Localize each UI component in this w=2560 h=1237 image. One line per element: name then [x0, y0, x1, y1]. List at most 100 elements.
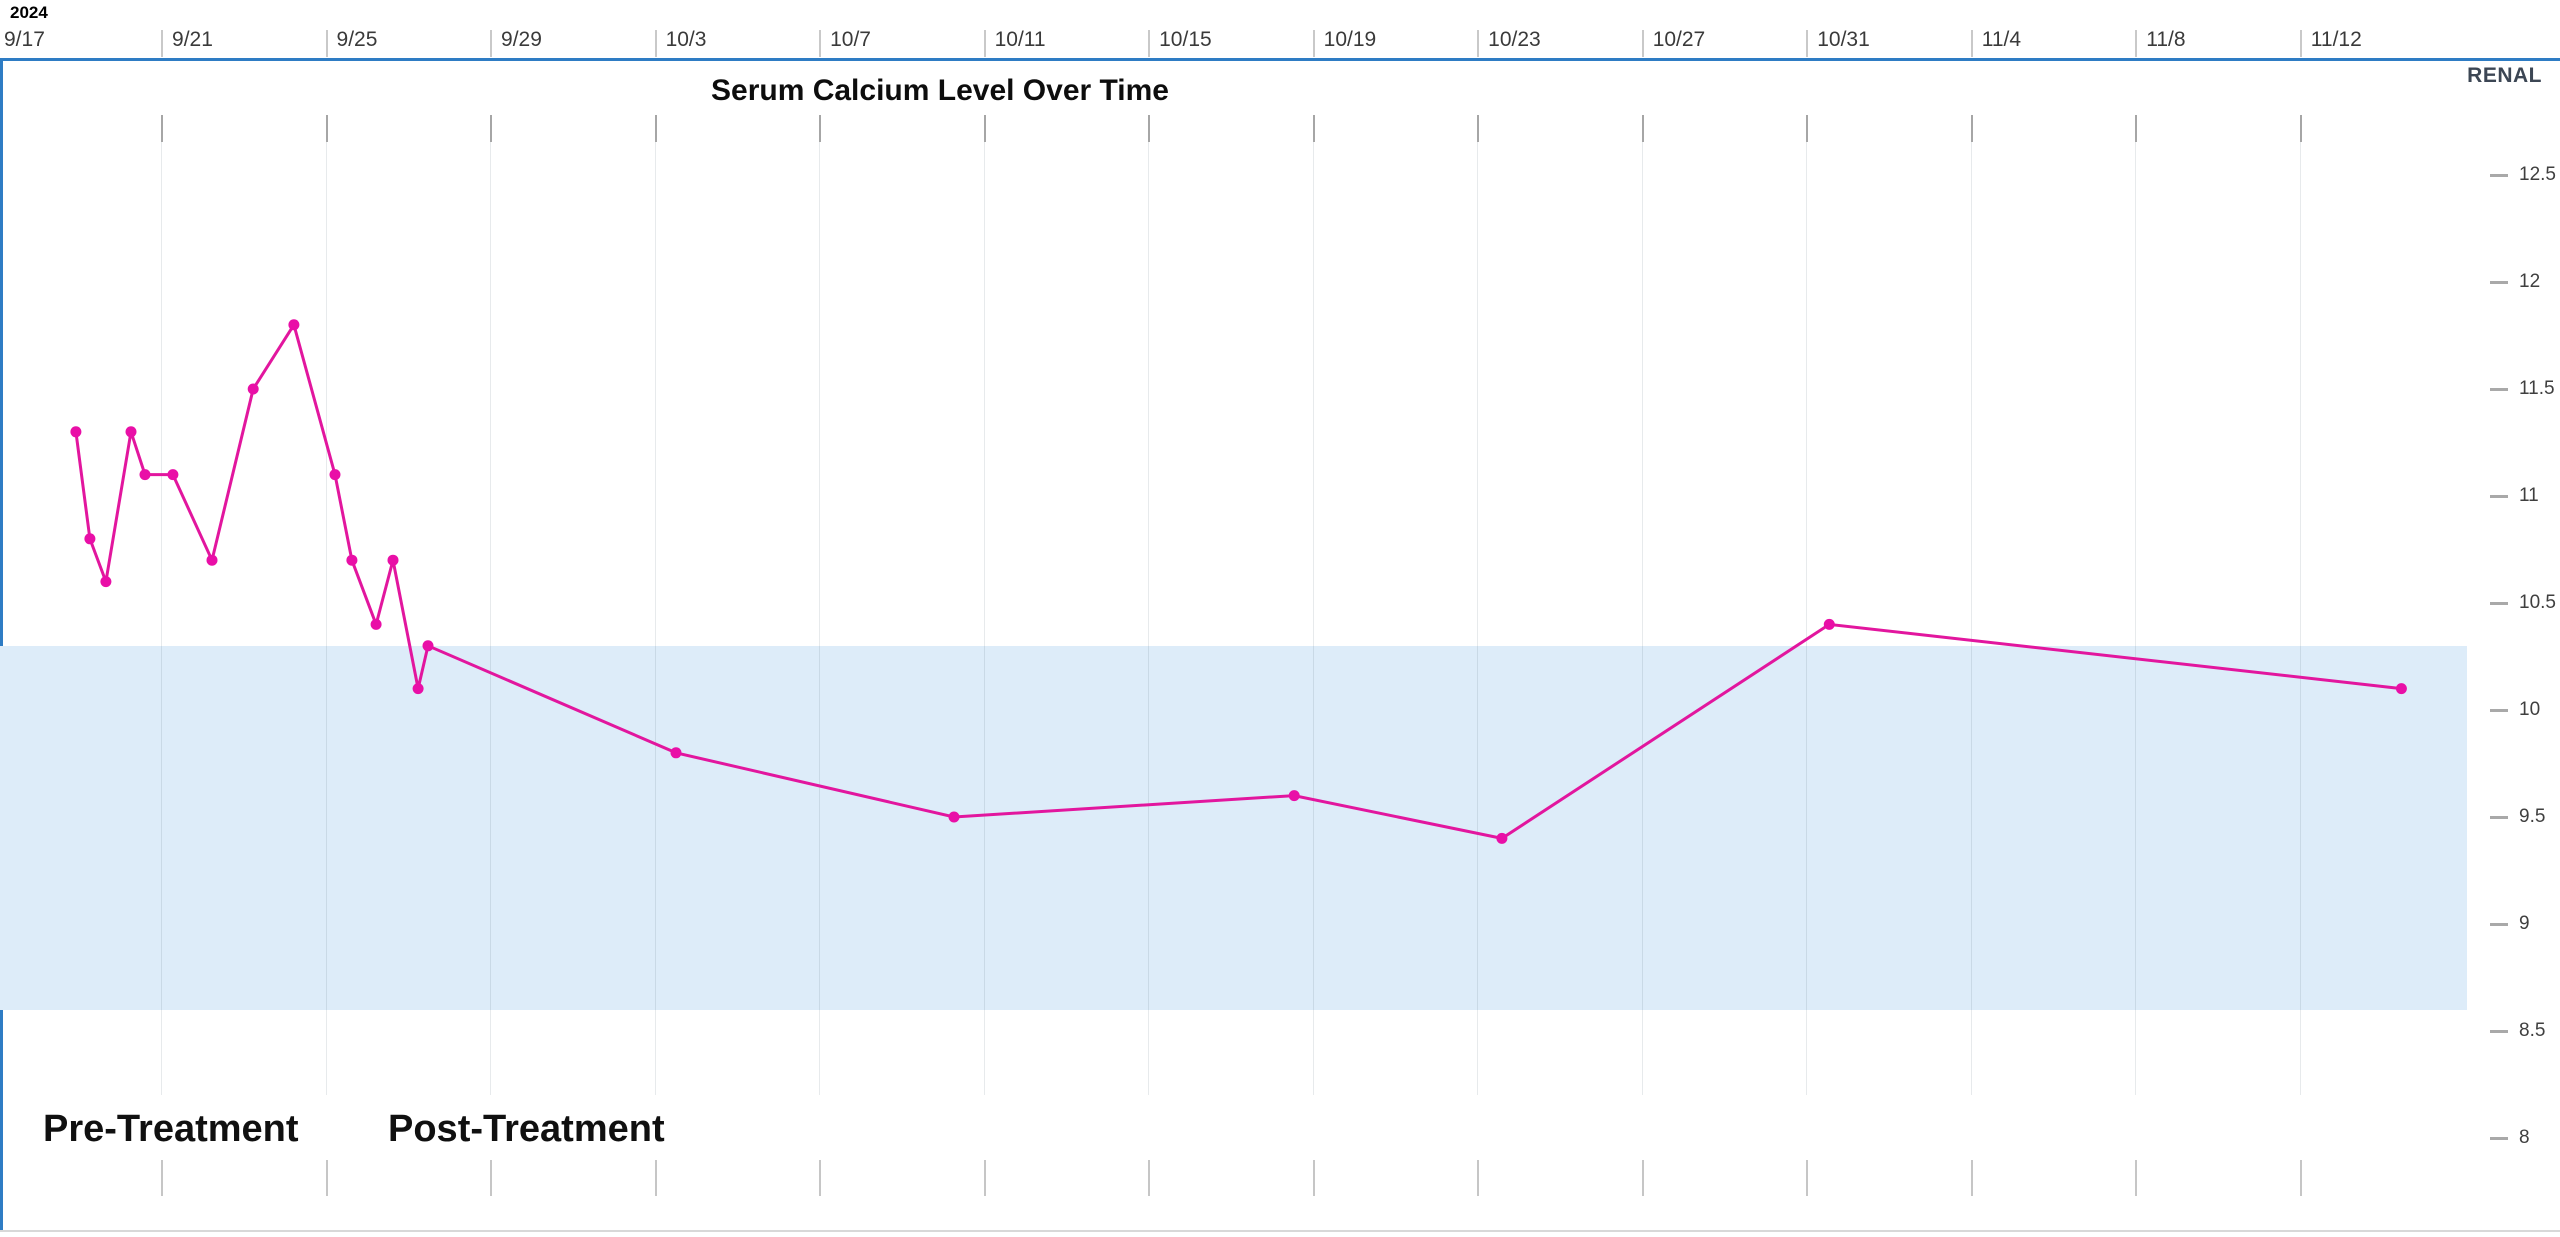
data-point-marker[interactable]	[125, 426, 137, 438]
axis-tick-mark	[1477, 1160, 1480, 1196]
normal-range-band	[0, 645, 2467, 1010]
y-axis-tick-dash	[2490, 1030, 2508, 1033]
data-point-marker[interactable]	[288, 319, 300, 331]
x-axis-date-label: 11/8	[2146, 28, 2186, 51]
data-point-marker[interactable]	[370, 618, 382, 630]
axis-tick-mark	[1641, 1160, 1644, 1196]
axis-tick-mark	[1806, 115, 1809, 142]
data-point-marker[interactable]	[948, 811, 960, 823]
axis-tick-mark	[819, 115, 822, 142]
axis-tick-mark	[490, 115, 493, 142]
data-point-marker[interactable]	[206, 554, 218, 566]
axis-tick-mark	[654, 115, 657, 142]
axis-tick-mark	[1477, 30, 1480, 57]
x-axis-date-label: 10/15	[1159, 28, 1212, 51]
y-axis-tick-dash	[2490, 709, 2508, 712]
data-point-marker[interactable]	[100, 576, 112, 588]
x-axis-date-label: 9/21	[172, 28, 213, 51]
y-axis-tick-dash	[2490, 816, 2508, 819]
axis-tick-mark	[325, 115, 328, 142]
y-axis-tick-label: 9	[2519, 913, 2530, 934]
axis-tick-mark	[2135, 30, 2138, 57]
x-axis-date-label: 10/23	[1488, 28, 1541, 51]
axis-tick-mark	[1148, 115, 1151, 142]
data-point-marker[interactable]	[670, 747, 682, 759]
data-point-marker[interactable]	[329, 469, 341, 481]
axis-tick-mark	[983, 30, 986, 57]
axis-tick-mark	[2299, 1160, 2302, 1196]
axis-tick-mark	[2299, 30, 2302, 57]
data-point-marker[interactable]	[2395, 683, 2407, 695]
data-point-marker[interactable]	[1288, 790, 1300, 802]
x-axis-date-label: 9/29	[501, 28, 542, 51]
axis-tick-mark	[2135, 115, 2138, 142]
axis-tick-mark	[490, 30, 493, 57]
left-border-line	[0, 58, 3, 1231]
data-point-marker[interactable]	[412, 683, 424, 695]
axis-tick-mark	[1970, 30, 1973, 57]
axis-tick-mark	[1641, 115, 1644, 142]
axis-tick-mark	[325, 1160, 328, 1196]
axis-tick-mark	[2135, 1160, 2138, 1196]
data-point-marker[interactable]	[167, 469, 179, 481]
data-point-marker[interactable]	[346, 554, 358, 566]
axis-tick-mark	[819, 30, 822, 57]
y-axis-tick-dash	[2490, 923, 2508, 926]
axis-tick-mark	[819, 1160, 822, 1196]
data-point-marker[interactable]	[247, 383, 259, 395]
y-axis-tick-label: 12	[2519, 271, 2541, 292]
data-point-marker[interactable]	[422, 640, 434, 652]
vertical-gridline	[161, 142, 163, 1095]
axis-tick-mark	[654, 1160, 657, 1196]
data-point-marker[interactable]	[387, 554, 399, 566]
data-point-marker[interactable]	[1823, 618, 1835, 630]
serum-calcium-line	[74, 321, 2402, 840]
y-axis-tick-label: 10	[2519, 699, 2541, 720]
y-axis-tick-label: 8	[2519, 1127, 2530, 1148]
x-axis-date-label: 11/12	[2310, 28, 2362, 51]
annotation-post-treatment: Post-Treatment	[388, 1108, 665, 1150]
vertical-gridline	[490, 142, 492, 1095]
y-axis-tick-label: 9.5	[2519, 806, 2546, 827]
axis-tick-mark	[1312, 1160, 1315, 1196]
x-axis-date-label: 10/3	[665, 28, 707, 51]
data-point-marker[interactable]	[84, 533, 96, 545]
axis-tick-mark	[1970, 1160, 1973, 1196]
y-axis-tick-label: 10.5	[2519, 592, 2556, 613]
axis-tick-mark	[1148, 1160, 1151, 1196]
axis-tick-mark	[654, 30, 657, 57]
axis-tick-mark	[161, 1160, 164, 1196]
y-axis-tick-label: 11	[2519, 485, 2539, 506]
y-axis-tick-dash	[2490, 281, 2508, 284]
x-axis-date-label: 9/25	[336, 28, 378, 51]
axis-tick-mark	[490, 1160, 493, 1196]
vertical-gridline	[2135, 142, 2137, 1095]
vertical-gridline	[1148, 142, 1150, 1095]
bottom-border-line	[0, 1230, 2560, 1232]
y-axis-tick-dash	[2490, 174, 2508, 177]
axis-tick-mark	[983, 115, 986, 142]
axis-tick-mark	[1312, 115, 1315, 142]
data-point-marker[interactable]	[1496, 832, 1508, 844]
axis-tick-mark	[1806, 1160, 1809, 1196]
axis-tick-mark	[1148, 30, 1151, 57]
vertical-gridline	[1806, 142, 1808, 1095]
top-border-line	[0, 58, 2560, 61]
y-axis-tick-label: 8.5	[2519, 1020, 2546, 1041]
vertical-gridline	[983, 142, 985, 1095]
axis-tick-mark	[1312, 30, 1315, 57]
axis-tick-mark	[161, 30, 164, 57]
axis-tick-mark	[161, 115, 164, 142]
y-axis-tick-dash	[2490, 495, 2508, 498]
vertical-gridline	[1312, 142, 1314, 1095]
x-axis-date-label: 9/17	[4, 28, 45, 51]
axis-tick-mark	[2299, 115, 2302, 142]
data-point-marker[interactable]	[70, 426, 82, 438]
x-axis-date-label: 10/27	[1652, 28, 1706, 51]
data-point-marker[interactable]	[139, 469, 151, 481]
vertical-gridline	[819, 142, 821, 1095]
vertical-gridline	[2299, 142, 2301, 1095]
vertical-gridline	[1641, 142, 1643, 1095]
y-axis-tick-dash	[2490, 1137, 2508, 1140]
